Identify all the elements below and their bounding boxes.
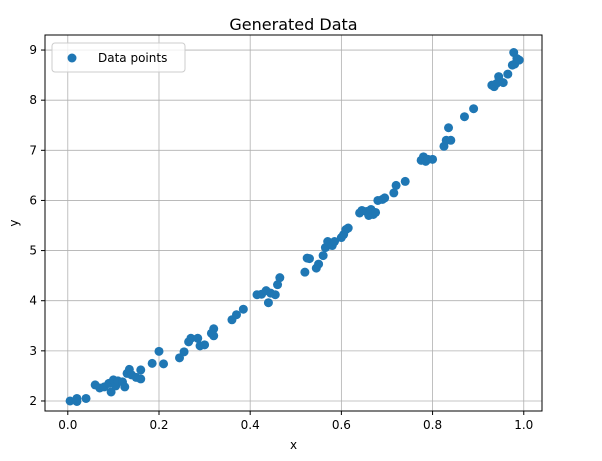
data-point [270,290,280,300]
y-tick-label: 9 [29,43,37,57]
data-point [459,112,469,122]
legend: Data points [51,42,186,73]
x-axis-label: x [290,438,297,452]
data-point [136,374,146,384]
data-point [154,346,164,356]
data-point [300,267,310,277]
data-point [444,123,454,133]
data-point [371,207,381,217]
data-point [120,382,130,392]
plot-area-frame [44,34,543,412]
data-point [491,79,501,89]
y-tick-label: 2 [29,394,37,408]
x-tick-label: 0.0 [58,418,77,432]
data-point [514,55,524,65]
grid-lines [45,35,542,411]
y-axis-label: y [7,219,21,226]
data-point [65,396,75,406]
y-tick-label: 7 [29,143,37,157]
data-point [72,396,82,406]
legend-box [51,42,186,73]
data-point [304,254,314,264]
data-point [136,365,146,375]
data-point [238,304,248,314]
data-point [209,324,219,334]
data-point [232,310,242,320]
data-point [186,333,196,343]
data-point [273,280,283,290]
data-point [469,104,479,114]
y-axis-ticks: 2 3 4 5 6 7 8 9 [29,43,45,408]
y-tick-label: 3 [29,344,37,358]
x-tick-label: 0.4 [241,418,260,432]
data-point [209,331,219,341]
y-tick-label: 5 [29,244,37,258]
data-point [263,298,273,308]
x-tick-label: 0.8 [423,418,442,432]
data-point [330,237,340,247]
data-point [81,393,91,403]
data-point [314,259,324,269]
data-point [343,223,353,233]
y-tick-label: 4 [29,294,37,308]
data-point [428,154,438,164]
data-points [65,48,524,406]
data-point [400,176,410,186]
data-point [389,188,399,198]
data-point [200,340,210,350]
data-point [446,135,456,145]
data-point [498,78,508,88]
x-tick-label: 1.0 [514,418,533,432]
data-point [503,69,513,79]
x-tick-label: 0.2 [149,418,168,432]
data-point [179,347,189,357]
x-tick-label: 0.6 [332,418,351,432]
data-point [193,333,203,343]
x-axis-ticks: 0.0 0.2 0.4 0.6 0.8 1.0 [58,411,533,432]
data-point [275,273,285,283]
legend-marker [67,53,77,63]
data-point [380,193,390,203]
data-point [147,358,157,368]
y-tick-label: 8 [29,93,37,107]
data-point [318,251,328,261]
y-tick-label: 6 [29,193,37,207]
data-point [159,359,169,369]
chart-title: Generated Data [229,15,357,34]
data-point [391,180,401,190]
legend-label: Data points [98,51,167,65]
